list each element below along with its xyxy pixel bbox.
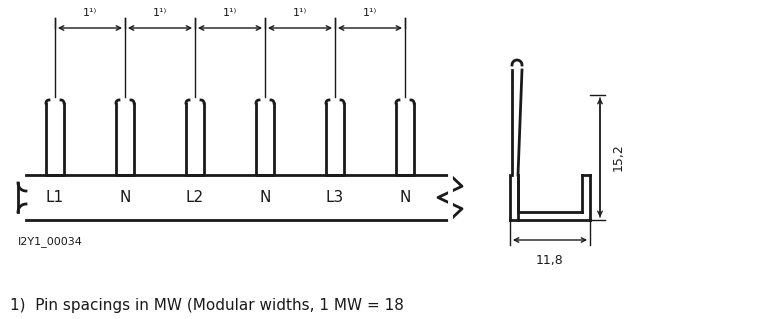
Text: 1)  Pin spacings in MW (Modular widths, 1 MW = 18: 1) Pin spacings in MW (Modular widths, 1… — [10, 298, 404, 313]
Text: 1¹⁾: 1¹⁾ — [83, 8, 97, 18]
Text: 15,2: 15,2 — [612, 144, 625, 171]
Text: 1¹⁾: 1¹⁾ — [153, 8, 167, 18]
Text: N: N — [259, 190, 271, 205]
Text: N: N — [400, 190, 410, 205]
Text: L1: L1 — [46, 190, 64, 205]
Text: L3: L3 — [326, 190, 344, 205]
Text: 11,8: 11,8 — [536, 254, 564, 267]
Text: I2Y1_00034: I2Y1_00034 — [18, 236, 83, 247]
Text: 1¹⁾: 1¹⁾ — [363, 8, 377, 18]
Text: 1¹⁾: 1¹⁾ — [223, 8, 237, 18]
Text: 1¹⁾: 1¹⁾ — [293, 8, 307, 18]
Text: N: N — [119, 190, 131, 205]
Text: L2: L2 — [186, 190, 204, 205]
